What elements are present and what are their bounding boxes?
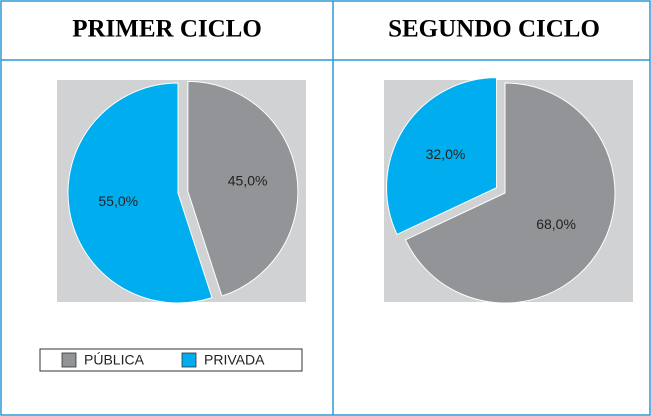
- legend-label: PÚBLICA: [84, 352, 145, 368]
- legend-swatch: [181, 352, 197, 368]
- legend-swatch: [61, 352, 77, 368]
- pie-slice: [404, 82, 616, 304]
- slice-label: 45,0%: [228, 173, 268, 189]
- slice-label: 68,0%: [536, 216, 576, 232]
- pie-slice: [386, 77, 498, 236]
- slice-label: 55,0%: [98, 193, 138, 209]
- chart-title: PRIMER CICLO: [72, 16, 262, 43]
- legend-box: [39, 348, 303, 372]
- legend-label: PRIVADA: [204, 352, 265, 368]
- pie-slice: [187, 80, 299, 297]
- slice-label: 32,0%: [426, 146, 466, 162]
- pie-slice: [67, 82, 213, 304]
- chart-title: SEGUNDO CICLO: [388, 16, 600, 43]
